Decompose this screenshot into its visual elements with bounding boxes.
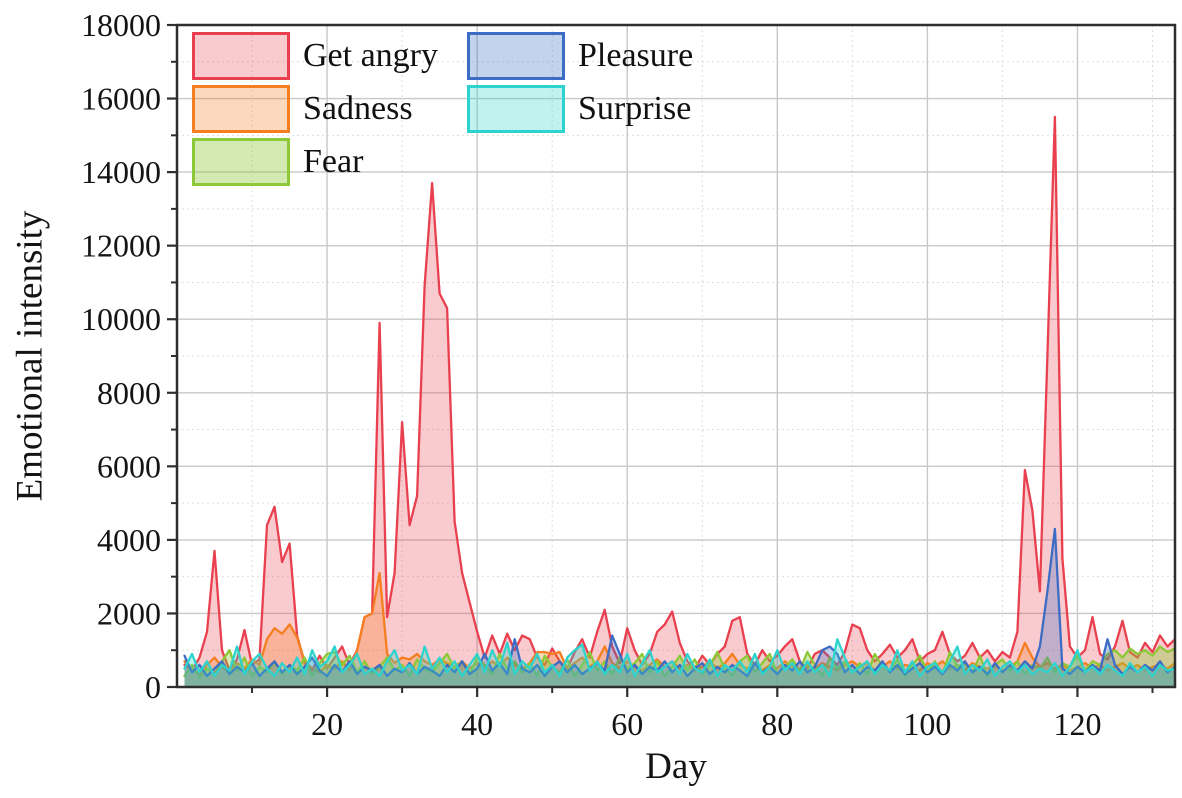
x-tick-label: 60 [611,706,643,742]
legend-item-get-angry: Get angry [192,32,467,80]
legend-column-1: Get angry Sadness Fear [192,32,467,186]
legend-label-sadness: Sadness [303,90,413,127]
legend-column-2: Pleasure Surprise [467,32,693,186]
area-sadness [184,573,1175,687]
legend-item-sadness: Sadness [192,85,467,133]
x-tick-label: 20 [311,706,343,742]
x-tick-label: 100 [903,706,951,742]
y-tick-label: 10000 [81,301,161,337]
area-get-angry [184,116,1175,687]
line-pleasure [183,527,1177,678]
y-tick-label: 0 [145,669,161,705]
legend-label-get-angry: Get angry [303,37,439,74]
get-angry-swatch-icon [192,32,290,80]
pleasure-swatch-icon [467,32,565,80]
x-axis-title: Day [645,746,707,787]
y-tick-label: 12000 [81,228,161,264]
y-tick-label: 14000 [81,154,161,190]
y-axis-title: Emotional intensity [9,210,51,502]
legend-label-surprise: Surprise [578,90,692,127]
x-tick-label: 40 [461,706,493,742]
x-tick-label: 120 [1053,706,1101,742]
legend-label-fear: Fear [303,143,364,180]
x-tick-label: 80 [761,706,793,742]
line-sadness [183,571,1177,676]
y-tick-label: 16000 [81,81,161,117]
chart-legend: Get angry Sadness Fear Pleasure Surprise [192,32,693,186]
y-tick-label: 4000 [97,522,161,558]
surprise-swatch-icon [467,85,565,133]
fear-swatch-icon [192,138,290,186]
y-tick-label: 2000 [97,595,161,631]
y-tick-label: 8000 [97,375,161,411]
legend-item-pleasure: Pleasure [467,32,693,80]
y-tick-label: 18000 [81,7,161,43]
legend-item-surprise: Surprise [467,85,693,133]
line-fear [183,645,1177,679]
y-tick-label: 6000 [97,448,161,484]
sadness-swatch-icon [192,85,290,133]
line-surprise [183,638,1177,678]
area-surprise [184,639,1175,687]
legend-label-pleasure: Pleasure [578,37,694,74]
legend-item-fear: Fear [192,138,467,186]
